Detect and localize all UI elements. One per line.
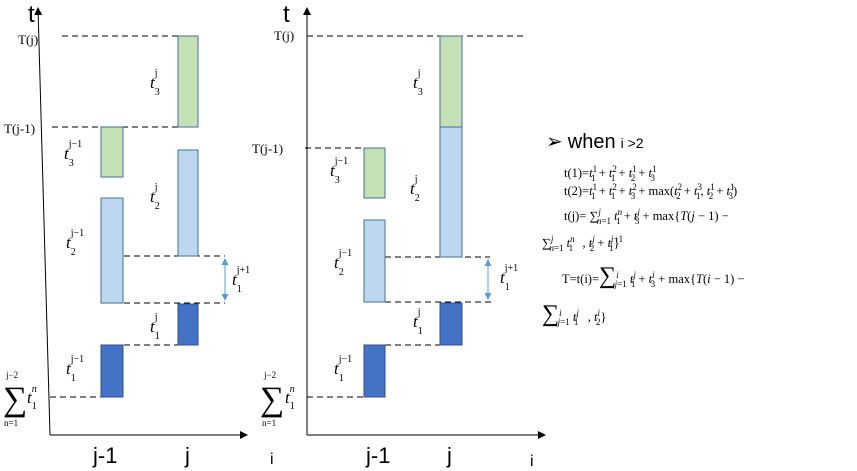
right-tick-j-1: j-1 <box>365 443 390 468</box>
right-label-t1-j+1: t1j+1 <box>500 263 518 293</box>
formula-heading: ➢ when i >2 <box>546 130 644 155</box>
left-x-axis-label: i <box>270 451 274 468</box>
formula-T-cont: ∑ij=1 tj1 , ti2} <box>542 301 607 328</box>
left-tick-j-1: j-1 <box>92 443 117 468</box>
left-label-Tj-1: T(j-1) <box>4 121 35 136</box>
right-label-Tj-1: T(j-1) <box>252 141 283 156</box>
left-label-t2-j: t2j <box>150 182 160 212</box>
svg-text:n=1: n=1 <box>262 418 276 428</box>
bullet-arrow-icon: ➢ <box>546 131 563 153</box>
right-x-axis-label: i <box>530 453 534 470</box>
right-dashed-lines <box>305 35 527 398</box>
left-bar-t1-j-1 <box>100 344 124 398</box>
left-label-t3-j-1: t3j−1 <box>64 139 82 169</box>
heading-condition: i >2 <box>620 135 644 151</box>
left-bar-t2-j <box>177 149 199 257</box>
right-panel: t i j-1 j T(j) T(j-1) t3j t3j−1 t2j <box>252 1 546 470</box>
left-y-axis <box>34 7 51 436</box>
formula-tj: t(j)= ∑jn=1 tn1 + tj3 + max{T(j − 1) − <box>564 207 729 226</box>
right-bar-t2-j-1 <box>363 219 386 303</box>
svg-text:t1n: t1n <box>285 384 295 412</box>
left-bar-t3-j <box>177 35 199 128</box>
right-label-t3-j: t3j <box>413 68 423 98</box>
right-tick-j: j <box>446 443 452 468</box>
right-label-sum: j−2 ∑ n=1 t1n <box>260 370 295 428</box>
left-bar-t2-j-1 <box>100 197 124 304</box>
svg-text:j−2: j−2 <box>5 370 18 380</box>
svg-text:n=1: n=1 <box>4 418 18 428</box>
left-panel: t i j-1 j T(j) T(j-1) t3j t3j−1 <box>3 1 274 468</box>
left-label-Tj: T(j) <box>18 32 38 47</box>
right-label-t3-j-1: t3j−1 <box>330 156 348 186</box>
formula-t1: t(1)=t11 + t21 + t12 + t13 <box>564 164 657 183</box>
left-label-t2-j-1: t2j−1 <box>66 228 84 258</box>
left-label-t3-j: t3j <box>150 68 160 98</box>
left-tick-j: j <box>184 443 190 468</box>
formula-tj-cont: ∑jn=1 tn1 , tj2 + tj+11} <box>542 234 624 253</box>
svg-text:j−2: j−2 <box>263 370 276 380</box>
right-bar-t3-j-1 <box>363 147 386 199</box>
right-bar-t1-j-1 <box>363 344 386 398</box>
formula-T: T=t(i)=∑ij=1 tj1 + ti3 + max{T(i − 1) − <box>562 263 745 290</box>
left-y-axis-label: t <box>28 1 35 28</box>
formula-t2: t(2)=t11 + t21 + t23 + max(t22 + t31, t1… <box>564 182 738 201</box>
right-y-axis-label: t <box>283 1 290 28</box>
svg-text:∑: ∑ <box>260 381 284 418</box>
right-bar-t2-j <box>439 126 463 258</box>
left-label-t1-j-1: t1j−1 <box>66 354 84 384</box>
formula-block: ➢ when i >2 t(1)=t11 + t21 + t12 + t13 t… <box>540 128 855 348</box>
left-dashed-lines <box>50 35 225 398</box>
right-bar-t1-j <box>439 302 463 346</box>
svg-text:t1n: t1n <box>27 384 37 412</box>
left-label-t1-j: t1j <box>150 312 160 342</box>
left-bar-t1-j <box>177 303 199 346</box>
left-bar-t3-j-1 <box>100 126 124 178</box>
heading-when: when <box>567 131 616 153</box>
right-label-t2-j: t2j <box>410 174 420 204</box>
right-label-Tj: T(j) <box>274 28 294 43</box>
right-bar-t3-j <box>439 35 463 128</box>
right-label-t1-j-1: t1j−1 <box>334 354 352 384</box>
right-label-t2-j-1: t2j−1 <box>334 248 352 278</box>
left-label-t1-j+1: t1j+1 <box>232 265 250 295</box>
left-label-sum: j−2 ∑ n=1 t1n <box>3 370 37 428</box>
right-label-t1-j: t1j <box>413 307 423 337</box>
svg-text:∑: ∑ <box>3 381 27 418</box>
